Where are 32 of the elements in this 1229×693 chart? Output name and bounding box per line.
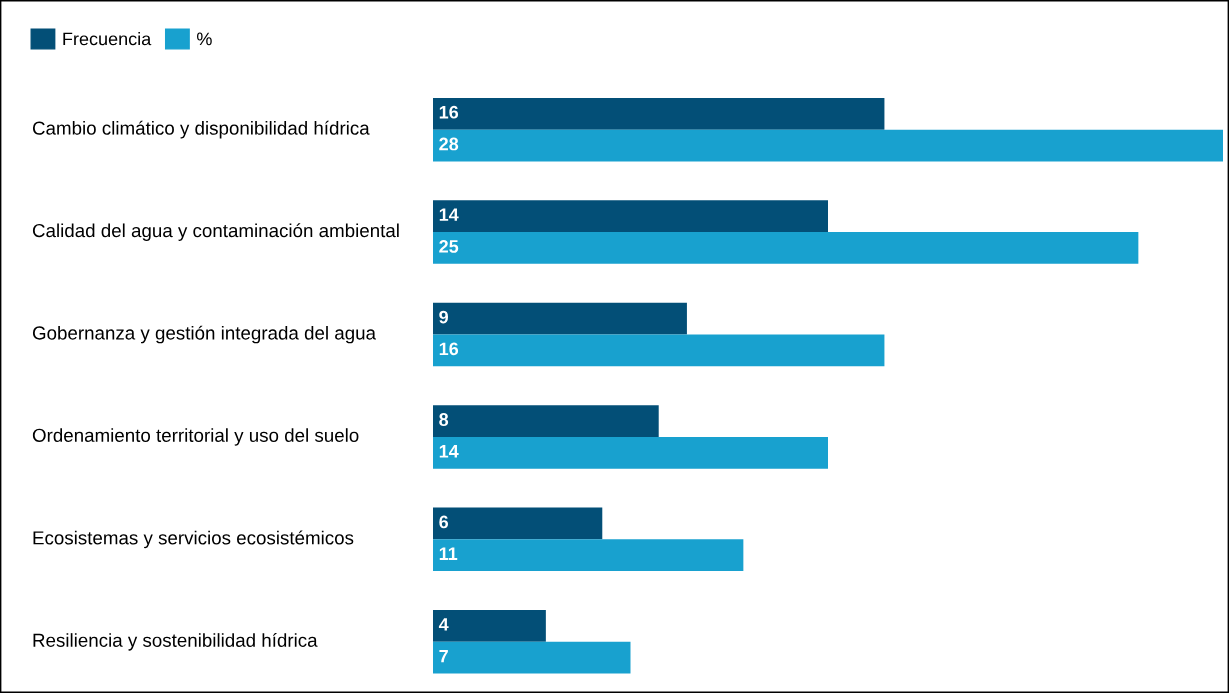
data-label: 11	[439, 547, 458, 560]
bar	[433, 610, 546, 642]
y-tick-label: Cambio climático y disponibilidad hídrica	[32, 120, 370, 139]
bar	[433, 302, 687, 335]
y-tick-label: Gobernanza y gestión integrada del agua	[32, 325, 376, 344]
bar	[433, 200, 828, 233]
bar	[433, 507, 603, 540]
bar	[433, 641, 631, 674]
data-label: 16	[439, 105, 459, 119]
data-label: 9	[439, 310, 449, 324]
data-label: 28	[439, 137, 459, 151]
y-tick-label: Ordenamiento territorial y uso del suelo	[32, 428, 359, 446]
data-label: 14	[439, 445, 459, 458]
data-label: 7	[439, 649, 448, 663]
bar	[433, 405, 659, 437]
data-label: 14	[439, 208, 459, 221]
y-tick-label: Ecosistemas y servicios ecosistémicos	[33, 530, 354, 549]
data-label: 6	[439, 515, 449, 529]
bar	[433, 539, 744, 572]
data-label: 16	[439, 342, 459, 356]
bar	[433, 97, 885, 130]
data-label: 8	[439, 413, 449, 426]
data-label: 25	[439, 240, 459, 253]
y-tick-label: Resiliencia y sostenibilidad hídrica	[33, 632, 318, 651]
bar	[433, 436, 828, 469]
data-label: 4	[438, 618, 449, 631]
legend-label: %	[197, 32, 212, 46]
bar	[433, 232, 1139, 264]
bar	[433, 334, 885, 367]
bar	[433, 129, 1223, 162]
legend-label: Frecuencia	[63, 32, 152, 46]
y-tick-label: Calidad del agua y contaminación ambiental	[32, 223, 399, 241]
